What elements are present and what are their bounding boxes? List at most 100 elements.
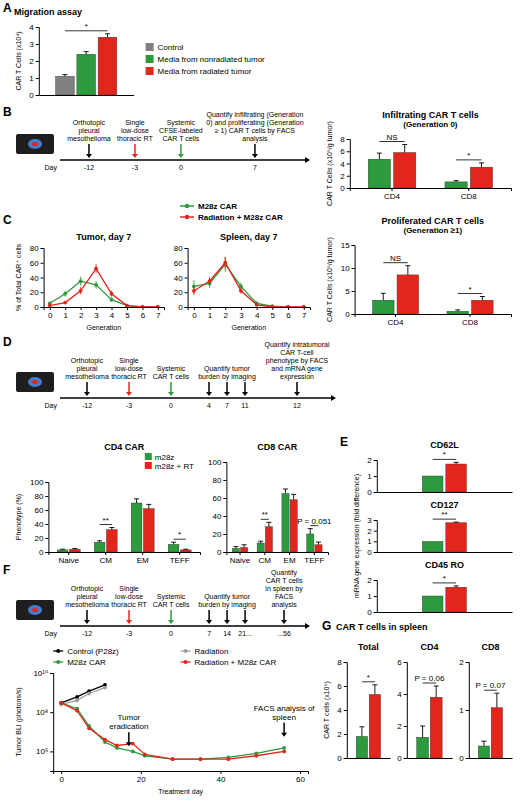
x-axis: 01234567 (188, 307, 310, 320)
event-arrow (244, 610, 246, 621)
tick-mark (41, 278, 44, 279)
error-bar (405, 266, 410, 275)
error-bar (454, 462, 459, 464)
event-arrow (134, 144, 136, 155)
error-bar (183, 549, 188, 551)
error-cap (494, 693, 499, 694)
point (75, 698, 79, 702)
error-bar (454, 181, 459, 182)
x-axis-line (49, 553, 201, 556)
tick: 2 (367, 527, 376, 536)
tick-mark (185, 248, 188, 249)
y-axis-title: CAR T Cells (x10⁵/g tumor) (326, 121, 334, 206)
error-cap (481, 741, 486, 742)
error-cap (479, 162, 484, 163)
event-day: 0 (169, 402, 173, 409)
y-axis: 012 (459, 658, 469, 763)
event-label: Quantify intratumoralCAR T-cellphenotype… (265, 341, 330, 381)
tick-label: 100 (30, 478, 44, 487)
tick: CD8 (462, 314, 479, 327)
tick-mark (392, 188, 393, 191)
tick-label: 15 (341, 241, 350, 250)
timeline: OrthotopicpleuralmesotheliomaSinglelow-d… (16, 341, 336, 410)
text-line: pleural (77, 593, 98, 601)
y-axis-title: Phenotype (%) (15, 494, 23, 540)
tick-label: 60 (34, 506, 43, 515)
bar (290, 500, 297, 552)
tick: 3 (367, 516, 376, 525)
tick-label: 80 (30, 244, 39, 253)
bar (472, 300, 494, 314)
legend-label: Control (P28z) (67, 647, 119, 656)
tick: 8 (337, 658, 346, 667)
tick-label: 2 (367, 456, 372, 465)
tick-label: 2 (337, 730, 342, 739)
chart-title: Spleen, day 7 (220, 232, 278, 242)
bar (282, 494, 289, 553)
tick-mark (466, 710, 469, 711)
tick: 4 (337, 706, 346, 715)
tick: CD8 (461, 188, 478, 201)
tick-mark (45, 538, 48, 539)
tick: 8 (340, 135, 349, 144)
point (103, 738, 107, 742)
tick-label: 0 (367, 608, 372, 617)
y-axis-title: CAR T Cells (x10⁴) (15, 31, 23, 90)
text-line: pleural (78, 127, 99, 135)
bar (394, 152, 416, 188)
bar (232, 548, 239, 552)
y-axis: 0123 (367, 516, 377, 557)
tick-mark (41, 248, 44, 249)
tick: 40 (212, 512, 226, 521)
chart: CD40246P = 0.06 (397, 642, 452, 763)
tick: 100 (208, 458, 226, 467)
tick-mark (36, 27, 39, 28)
event-arrow (244, 382, 246, 393)
tick-mark (223, 480, 226, 481)
point (140, 305, 144, 307)
event-arrow-head (132, 154, 138, 158)
tick: 1 (63, 307, 68, 320)
tick-mark (142, 552, 143, 555)
text-line: Quantify tumor (204, 365, 251, 373)
bar (397, 275, 419, 314)
tick-mark (223, 552, 226, 553)
tick: 20 (30, 288, 44, 297)
tick-label: CD8 (461, 192, 478, 201)
y-axis: 0246 (397, 658, 407, 763)
tick-label: 0 (397, 754, 402, 763)
text-line: Single (119, 585, 139, 593)
tick-label: 5 (271, 311, 276, 320)
error-cap (266, 522, 271, 523)
text-line: thoracic RT (117, 135, 153, 142)
chart-title: CD45 RO (425, 560, 464, 570)
tick-label: 7 (302, 311, 307, 320)
chart: Total02468CAR T cells (x10⁶)* (323, 642, 391, 763)
tick-mark (288, 307, 289, 310)
bar (57, 550, 68, 552)
tick-label: 6 (337, 682, 342, 691)
tick: 80 (174, 244, 188, 253)
plot-area (48, 264, 160, 307)
text-line: CAR T cells (163, 135, 200, 142)
tick-mark (404, 758, 407, 759)
error-cap (72, 548, 77, 549)
event-label: SystemicCAR T cells (153, 593, 190, 608)
chart-title: Tumor, day 7 (76, 232, 131, 242)
tick: 1 (367, 472, 376, 481)
tick: 60 (174, 259, 188, 268)
x-axis-line (188, 308, 310, 311)
tick: TEFF (170, 552, 190, 565)
tick-mark (241, 307, 242, 310)
tick: 0 (367, 608, 376, 617)
error-bar (84, 52, 89, 55)
x-axis-line (407, 758, 452, 759)
tick-label: 2 (224, 311, 229, 320)
panel-letter: A (3, 1, 12, 15)
tick: CM (259, 552, 272, 565)
text-line: mesothelioma (67, 135, 111, 142)
day-label: Day (45, 630, 58, 638)
y-axis: 012 (367, 576, 377, 617)
tick-label: TEFF (170, 556, 190, 565)
tick-mark (41, 307, 44, 308)
